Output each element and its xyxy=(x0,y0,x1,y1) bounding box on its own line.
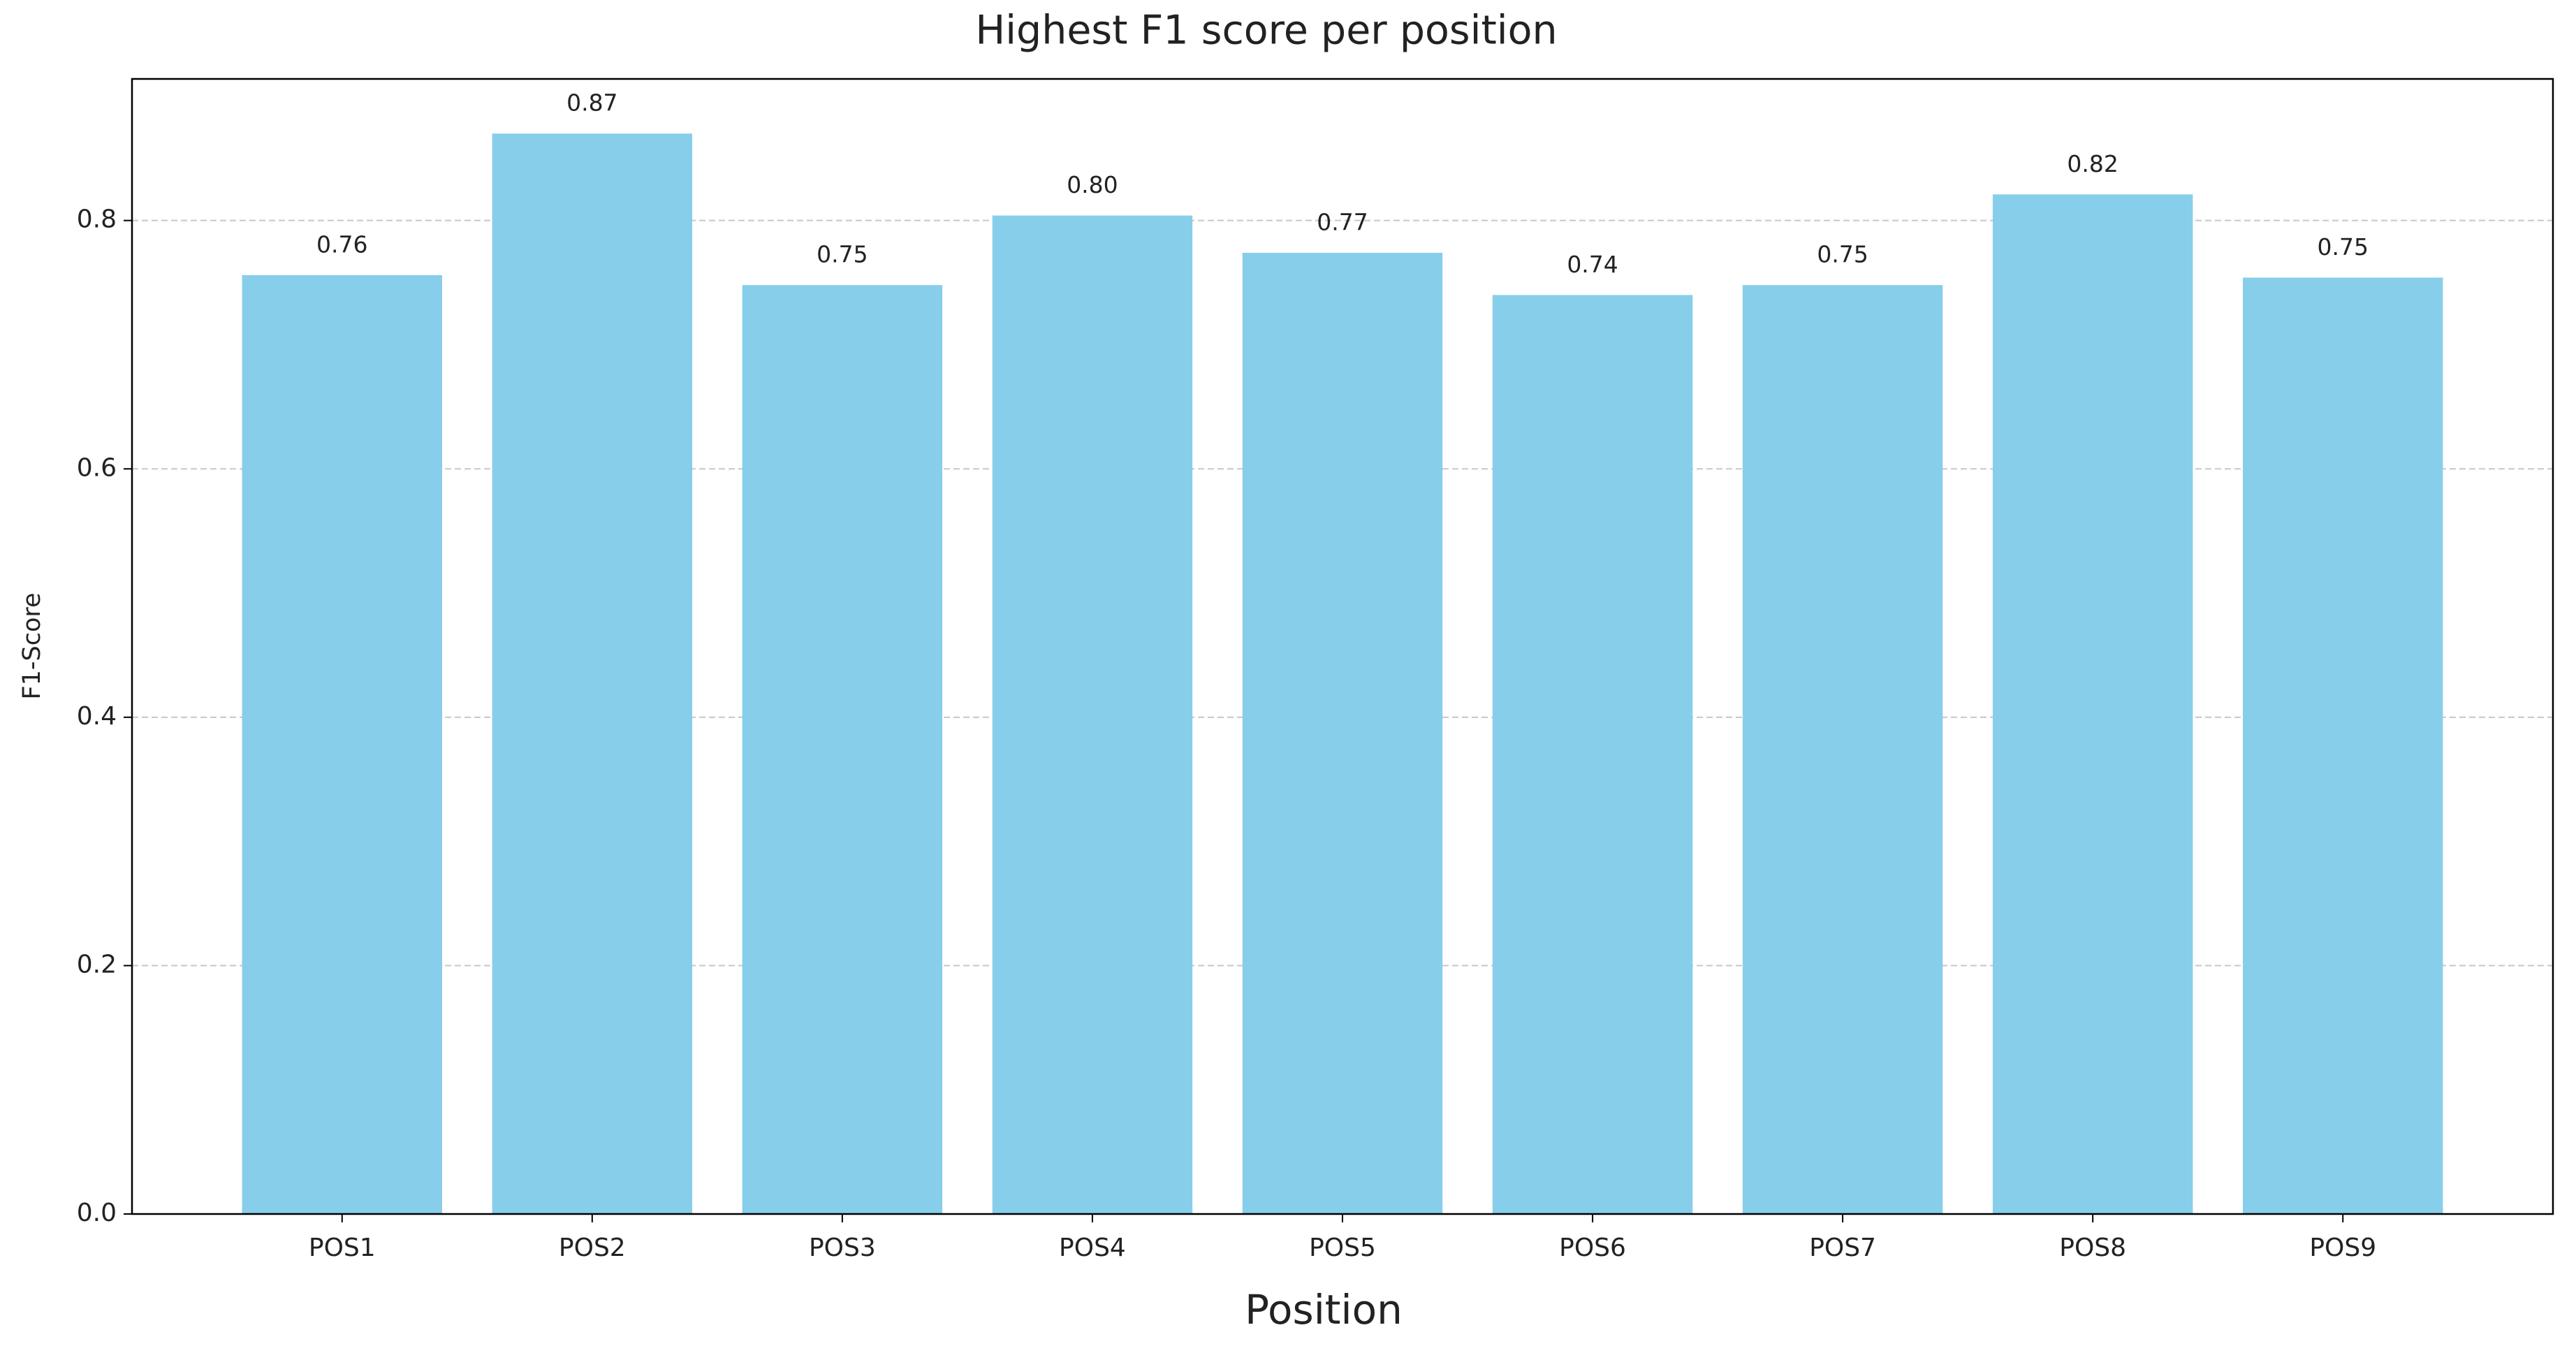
x-tick-label: POS6 xyxy=(1559,1234,1626,1262)
bar xyxy=(1742,285,1943,1214)
x-tick-label: POS3 xyxy=(809,1234,876,1262)
x-tick-label: POS4 xyxy=(1059,1234,1126,1262)
bar xyxy=(1492,295,1693,1214)
y-axis-label: F1-Score xyxy=(18,592,46,699)
y-tick-label: 0.4 xyxy=(77,702,117,731)
x-tick-label: POS5 xyxy=(1309,1234,1376,1262)
x-tick-label: POS2 xyxy=(559,1234,626,1262)
x-axis-label: Position xyxy=(1245,1286,1403,1333)
bar xyxy=(492,133,693,1215)
x-tick-label: POS8 xyxy=(2059,1234,2126,1262)
bar xyxy=(242,275,442,1214)
y-tick-label: 0.2 xyxy=(77,950,117,979)
value-label: 0.82 xyxy=(2067,150,2118,177)
y-tick-label: 0.0 xyxy=(77,1199,117,1227)
bar xyxy=(1242,252,1443,1215)
y-tick-label: 0.8 xyxy=(77,205,117,234)
bar xyxy=(1992,194,2193,1215)
value-label: 0.87 xyxy=(566,89,617,117)
chart-title: Highest F1 score per position xyxy=(975,8,1557,54)
bar xyxy=(992,215,1193,1214)
bar xyxy=(742,285,943,1214)
plot-frame xyxy=(131,78,2554,1215)
x-tick-label: POS1 xyxy=(309,1234,376,1262)
value-label: 0.75 xyxy=(1817,241,1868,268)
value-label: 0.76 xyxy=(316,231,367,258)
x-tick-label: POS7 xyxy=(1809,1234,1876,1262)
x-tick-label: POS9 xyxy=(2309,1234,2376,1262)
value-label: 0.75 xyxy=(2317,233,2368,261)
value-label: 0.80 xyxy=(1067,171,1118,198)
bar xyxy=(2243,277,2443,1215)
y-tick-label: 0.6 xyxy=(77,453,117,482)
value-label: 0.75 xyxy=(817,241,868,268)
value-label: 0.77 xyxy=(1317,208,1368,235)
value-label: 0.74 xyxy=(1567,251,1618,278)
